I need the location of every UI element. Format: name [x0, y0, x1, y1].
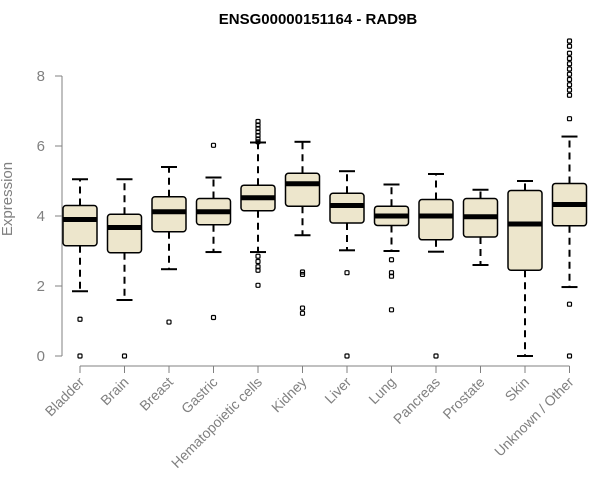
y-tick-label: 2	[37, 278, 45, 295]
box-iqr	[106, 213, 143, 254]
outlier-point	[566, 87, 573, 93]
x-tick-label: Liver	[321, 374, 354, 407]
x-tick-label: Prostate	[439, 374, 487, 422]
outlier-point	[255, 136, 261, 142]
x-tick-label: Unknown / Other	[491, 374, 577, 460]
outlier-point	[255, 253, 261, 259]
outlier-point	[566, 116, 573, 122]
outlier-point	[255, 267, 261, 273]
box-iqr	[507, 189, 543, 271]
x-tick-label: Skin	[502, 374, 533, 405]
outlier-point	[566, 66, 573, 72]
outlier-point	[566, 353, 573, 359]
x-tick-label: Pancreas	[390, 374, 443, 427]
outlier-point	[210, 142, 217, 148]
outlier-point	[299, 310, 306, 316]
x-tick-label: Brain	[97, 374, 131, 408]
outlier-point	[433, 353, 439, 359]
outlier-point	[566, 43, 573, 49]
outlier-point	[77, 316, 83, 322]
outlier-point	[344, 270, 350, 276]
y-tick-label: 0	[37, 348, 45, 365]
x-tick-label: Bladder	[42, 374, 88, 420]
outlier-point	[77, 353, 83, 359]
outlier-point	[344, 353, 350, 359]
box-iqr	[62, 204, 98, 247]
y-tick-label: 8	[37, 68, 45, 85]
outlier-point	[566, 92, 573, 98]
outlier-point	[166, 319, 172, 325]
outlier-point	[210, 314, 217, 321]
x-tick-label: Breast	[136, 374, 176, 414]
outlier-point	[255, 258, 261, 265]
outlier-point	[255, 139, 261, 145]
outlier-point	[388, 257, 395, 263]
outlier-point	[388, 307, 395, 313]
y-tick-label: 4	[37, 208, 45, 225]
box-iqr	[418, 198, 454, 241]
outlier-point	[121, 353, 128, 359]
box-iqr	[329, 192, 365, 224]
outlier-point	[566, 76, 573, 83]
outlier-point	[566, 50, 573, 56]
chart-title: ENSG00000151164 - RAD9B	[219, 11, 418, 28]
outlier-point	[566, 71, 573, 77]
outlier-point	[566, 61, 573, 67]
box-iqr	[284, 172, 321, 207]
y-tick-label: 6	[37, 138, 45, 155]
outlier-point	[566, 55, 573, 62]
outlier-point	[566, 82, 573, 88]
x-tick-label: Lung	[365, 374, 398, 407]
outlier-point	[566, 301, 573, 307]
x-tick-label: Kidney	[268, 374, 310, 416]
outlier-point	[299, 269, 306, 275]
outlier-point	[388, 273, 395, 279]
x-tick-label: Gastric	[178, 374, 221, 417]
y-axis-label: Expression	[0, 162, 16, 236]
outlier-point	[299, 305, 306, 311]
outlier-point	[299, 271, 306, 278]
outlier-point	[566, 38, 573, 44]
outlier-point	[255, 282, 261, 288]
